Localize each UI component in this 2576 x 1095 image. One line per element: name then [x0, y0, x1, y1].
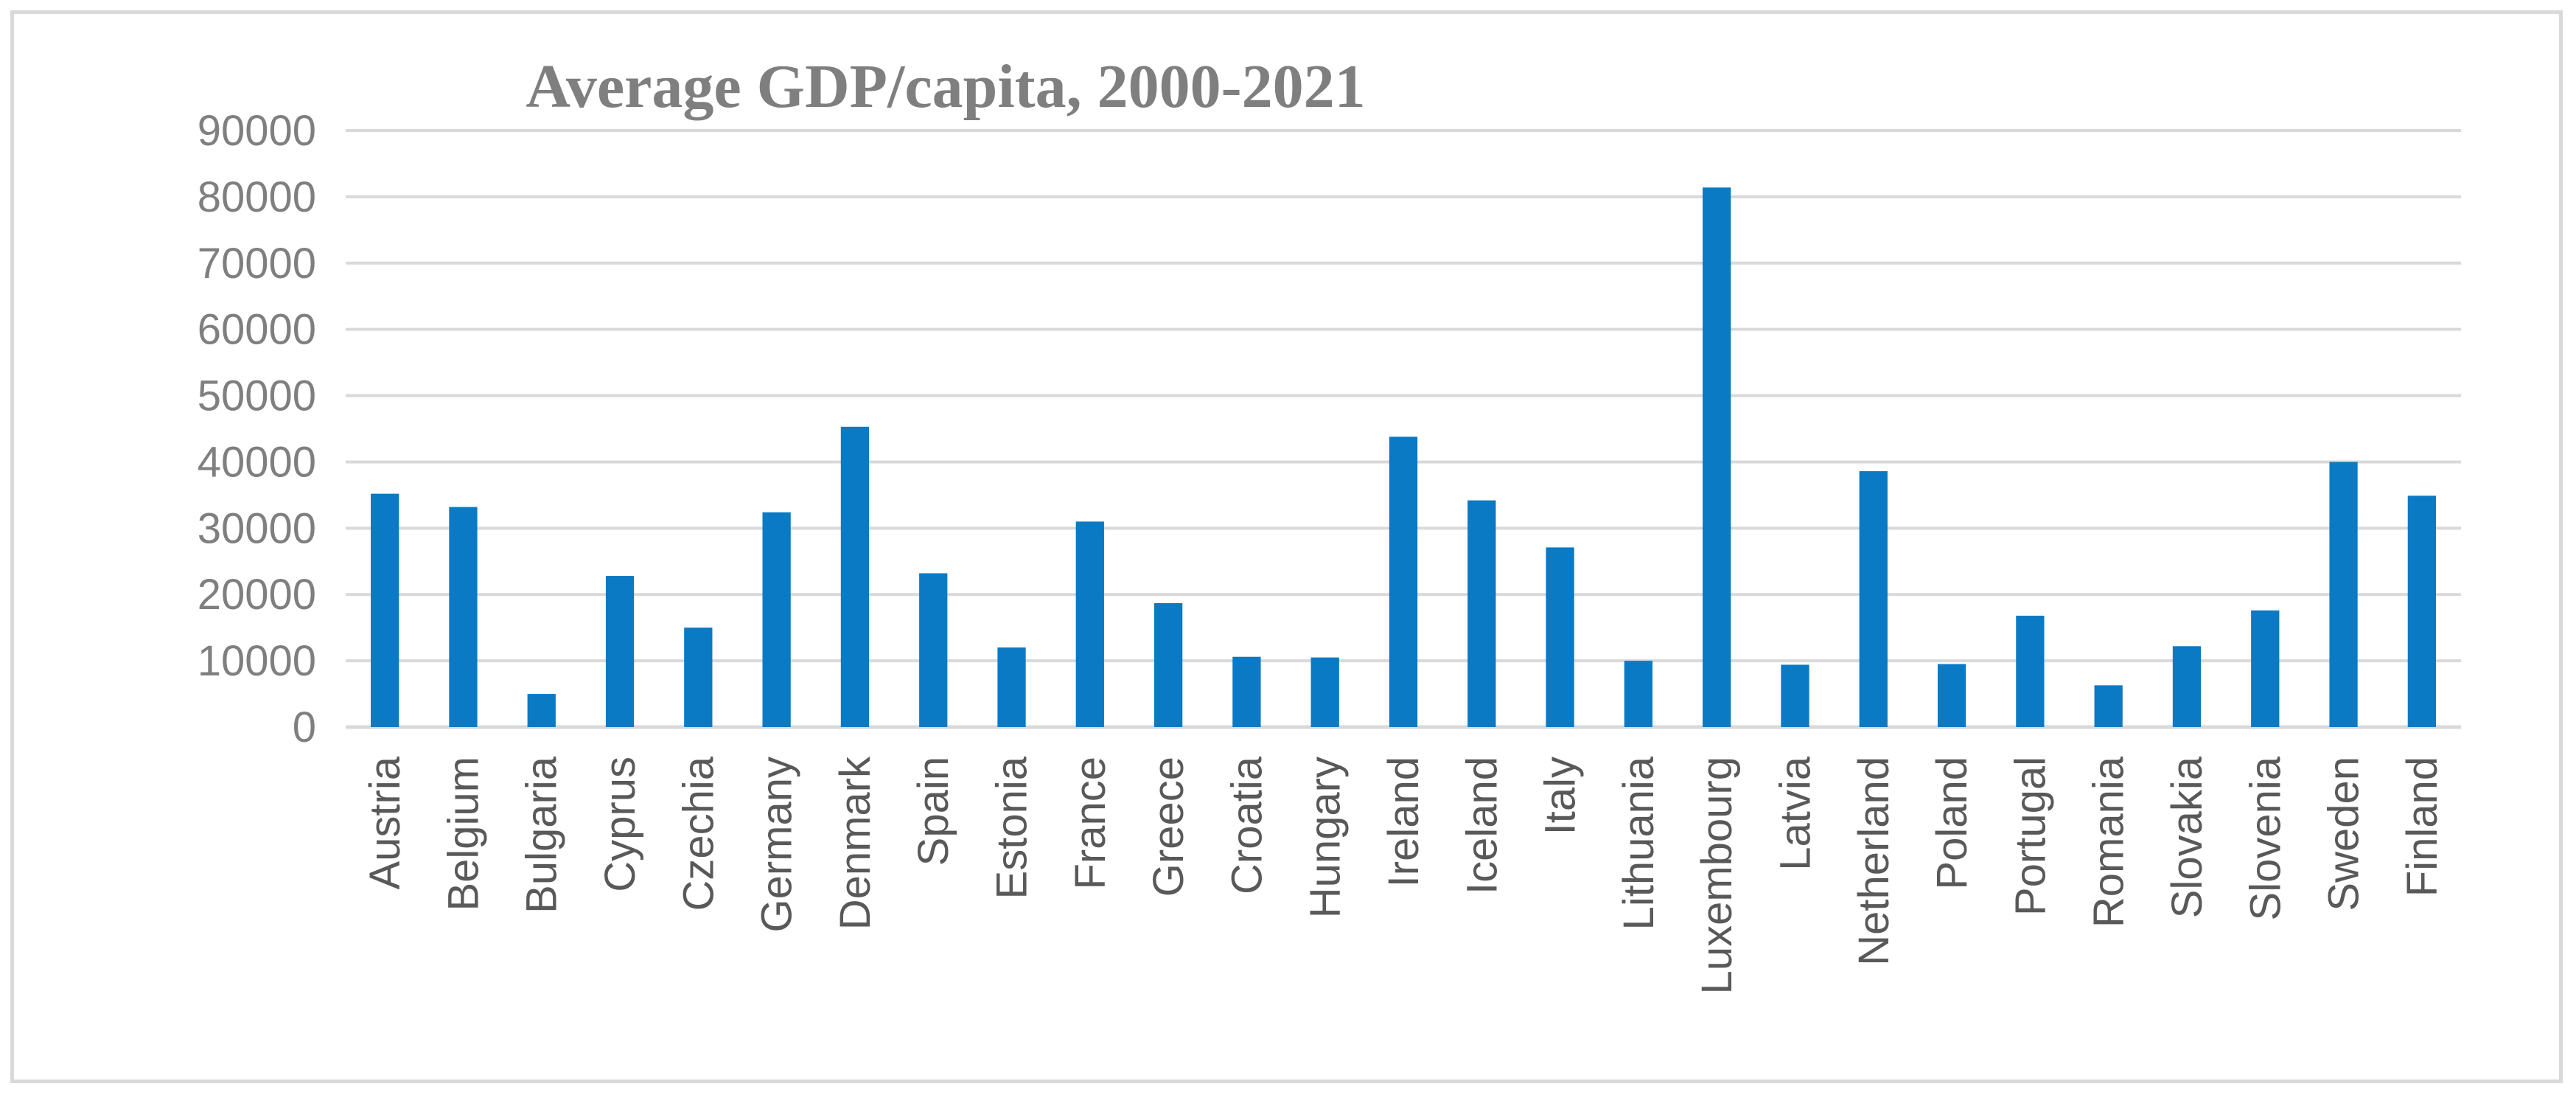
bar-estonia — [997, 647, 1026, 727]
bar-cyprus — [605, 576, 635, 727]
bar-czechia — [684, 628, 713, 727]
x-category-label: Ireland — [1380, 757, 1428, 887]
bar-croatia — [1232, 656, 1261, 727]
chart-frame: Average GDP/capita, 2000-2021 0 10000 2000… — [10, 10, 2563, 1083]
x-category-label: Spain — [910, 757, 957, 866]
bar-chart: Average GDP/capita, 2000-2021 0 10000 2000… — [198, 52, 2461, 994]
bar-portugal — [2016, 615, 2045, 727]
x-category-label: Lithuania — [1615, 756, 1663, 930]
x-category-label: Sweden — [2320, 757, 2368, 911]
y-tick-label: 40000 — [198, 438, 316, 486]
y-axis-tick-labels: 0 10000 20000 30000 40000 50000 60000 70000 8000… — [198, 107, 316, 751]
y-tick-label: 80000 — [198, 173, 316, 221]
y-tick-label: 30000 — [198, 504, 316, 552]
x-category-label: Slovakia — [2163, 756, 2211, 918]
x-category-label: Estonia — [988, 756, 1036, 899]
x-category-label: Hungary — [1302, 757, 1350, 918]
y-tick-label: 20000 — [198, 571, 316, 619]
bar-latvia — [1781, 664, 1809, 727]
y-tick-label: 60000 — [198, 306, 316, 354]
x-category-label: Romania — [2085, 756, 2133, 928]
bar-luxembourg — [1703, 187, 1731, 727]
bar-poland — [1937, 664, 1966, 727]
x-category-label: Italy — [1537, 757, 1585, 835]
bar-iceland — [1467, 500, 1496, 727]
x-category-label: Luxembourg — [1693, 757, 1741, 994]
bar-ireland — [1389, 437, 1418, 727]
bar-austria — [371, 493, 399, 727]
x-category-label: Greece — [1145, 757, 1193, 897]
x-category-label: Slovenia — [2241, 756, 2289, 920]
y-tick-label: 0 — [293, 703, 316, 751]
bar-italy — [1546, 547, 1574, 727]
y-tick-label: 10000 — [198, 637, 316, 685]
x-category-label: Bulgaria — [518, 756, 566, 914]
bar-finland — [2407, 496, 2436, 727]
bar-hungary — [1310, 657, 1339, 727]
bar-sweden — [2329, 462, 2358, 727]
x-axis-category-labels: Austria Belgium Bulgaria Cyprus Czechia Germa… — [361, 756, 2446, 994]
x-category-label: Germany — [753, 757, 801, 933]
bar-bulgaria — [527, 694, 556, 727]
bar-spain — [919, 573, 948, 727]
x-category-label: Denmark — [831, 756, 879, 930]
x-category-label: Portugal — [2006, 757, 2054, 916]
y-tick-label: 90000 — [198, 107, 316, 155]
bar-slovakia — [2172, 646, 2202, 727]
bars — [371, 187, 2436, 727]
bar-germany — [762, 512, 791, 727]
bar-lithuania — [1624, 661, 1653, 727]
x-category-label: Poland — [1928, 757, 1976, 890]
bar-greece — [1153, 602, 1183, 727]
bar-netherland — [1859, 471, 1888, 727]
x-category-label: Cyprus — [596, 757, 644, 892]
x-category-label: France — [1067, 757, 1114, 890]
chart-title: Average GDP/capita, 2000-2021 — [526, 52, 1365, 121]
bar-romania — [2094, 685, 2123, 727]
x-category-label: Finland — [2398, 757, 2446, 897]
x-category-label: Croatia — [1223, 756, 1271, 894]
x-category-label: Belgium — [439, 757, 487, 911]
y-tick-label: 50000 — [198, 372, 316, 420]
bar-slovenia — [2251, 610, 2280, 727]
y-tick-label: 70000 — [198, 240, 316, 288]
bar-france — [1075, 521, 1104, 727]
x-category-label: Latvia — [1771, 756, 1819, 871]
x-category-label: Iceland — [1458, 757, 1506, 894]
bar-belgium — [449, 507, 478, 727]
x-category-label: Netherland — [1850, 757, 1898, 966]
x-category-label: Czechia — [674, 756, 722, 911]
x-category-label: Austria — [361, 756, 409, 889]
bar-denmark — [840, 426, 870, 727]
